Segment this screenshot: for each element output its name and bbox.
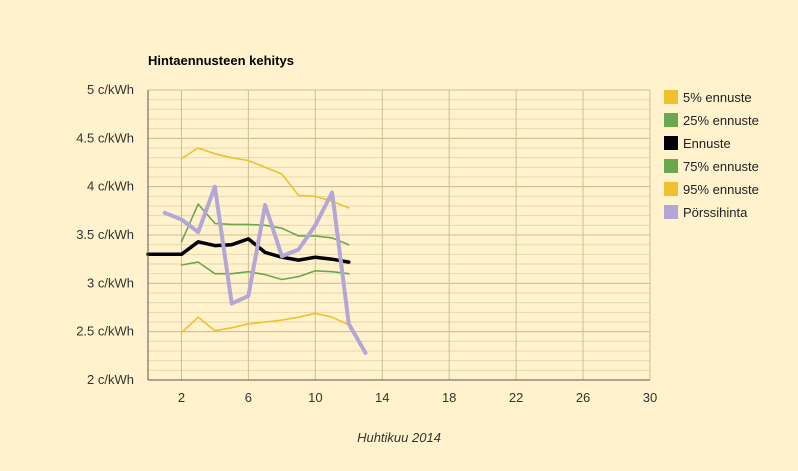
legend-label: Pörssihinta — [683, 205, 748, 220]
x-axis-label: Huhtikuu 2014 — [357, 430, 441, 445]
y-tick-label: 2 c/kWh — [87, 372, 134, 387]
x-tick-label: 10 — [308, 390, 322, 405]
legend-label: 25% ennuste — [683, 113, 759, 128]
series-line-4 — [180, 147, 350, 209]
series-lines — [146, 147, 368, 355]
x-tick-label: 14 — [375, 390, 389, 405]
series-line-3 — [180, 203, 350, 246]
x-tick-label: 22 — [509, 390, 523, 405]
legend-swatch — [664, 113, 678, 127]
y-tick-label: 3 c/kWh — [87, 275, 134, 290]
chart-title: Hintaennusteen kehitys — [148, 53, 294, 68]
x-tick-label: 6 — [245, 390, 252, 405]
legend-swatch — [664, 90, 678, 104]
series-line-2 — [146, 237, 351, 264]
axes: 2 c/kWh 2.5 c/kWh 3 c/kWh 3.5 c/kWh 4 c/kWh 4… — [76, 82, 657, 405]
x-tick-label: 26 — [576, 390, 590, 405]
legend-label: 5% ennuste — [683, 90, 752, 105]
legend-swatch — [664, 182, 678, 196]
series-line-0 — [180, 312, 350, 334]
legend-swatch — [664, 136, 678, 150]
y-tick-label: 2.5 c/kWh — [76, 324, 134, 339]
series-line-5 — [162, 184, 368, 355]
x-tick-label: 2 — [178, 390, 185, 405]
legend-label: 75% ennuste — [683, 159, 759, 174]
y-tick-label: 4 c/kWh — [87, 179, 134, 194]
legend-label: 95% ennuste — [683, 182, 759, 197]
x-tick-label: 18 — [442, 390, 456, 405]
y-tick-label: 4.5 c/kWh — [76, 130, 134, 145]
legend-swatch — [664, 205, 678, 219]
x-tick-label: 30 — [643, 390, 657, 405]
legend-label: Ennuste — [683, 136, 731, 151]
y-tick-label: 3.5 c/kWh — [76, 227, 134, 242]
series-line-1 — [180, 261, 350, 281]
y-tick-label: 5 c/kWh — [87, 82, 134, 97]
legend-swatch — [664, 159, 678, 173]
legend: 5% ennuste 25% ennuste Ennuste 75% ennuste 9… — [664, 90, 759, 220]
